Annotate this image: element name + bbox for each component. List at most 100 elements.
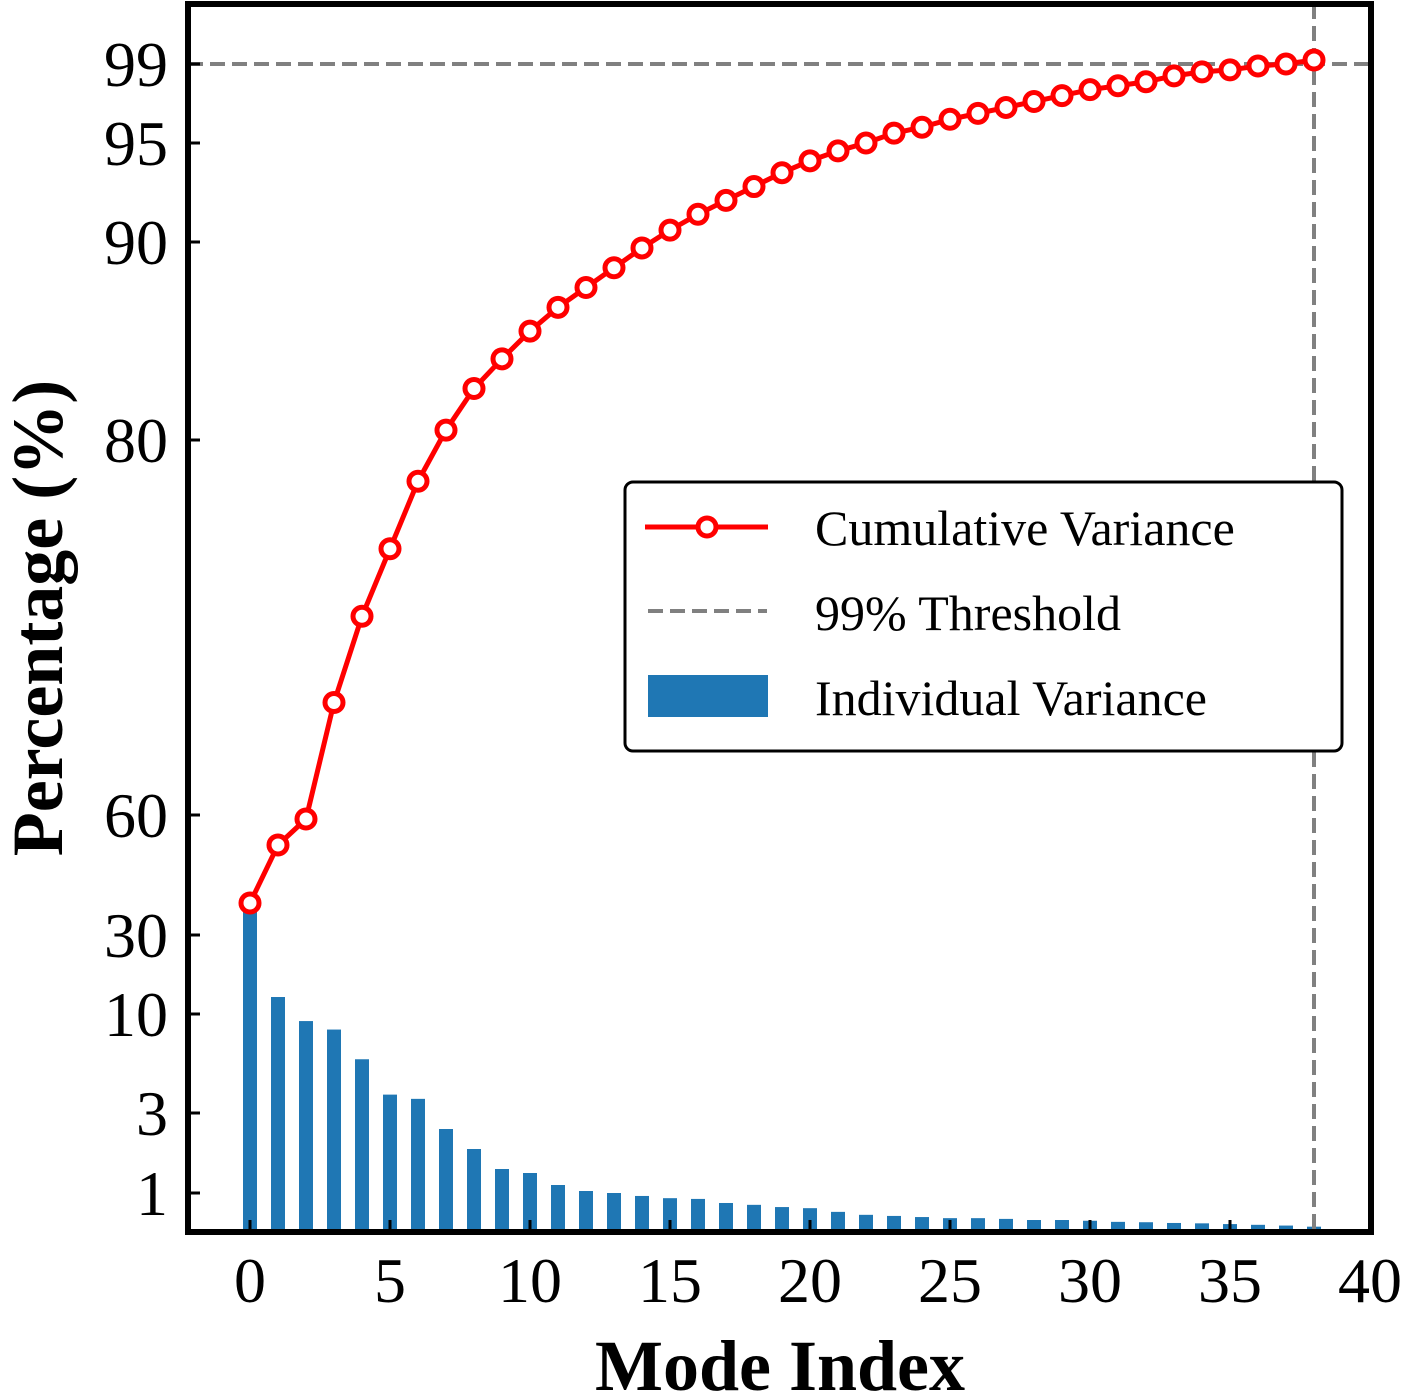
cumulative-point-22 (854, 131, 878, 155)
y-axis: 1 3 10 30 60 80 90 95 99 (104, 29, 200, 1229)
cumulative-point-1 (266, 833, 290, 857)
bar-mode-0 (243, 903, 257, 1230)
x-tick-label-30: 30 (1058, 1245, 1122, 1316)
bar-mode-4 (355, 1059, 369, 1230)
cumulative-point-5 (378, 537, 402, 561)
bar-mode-1 (271, 997, 285, 1230)
cumulative-point-8 (462, 377, 486, 401)
cumulative-point-37 (1274, 52, 1298, 76)
bar-mode-27 (999, 1218, 1013, 1230)
bar-mode-31 (1111, 1221, 1125, 1230)
cumulative-point-33 (1162, 64, 1186, 88)
cumulative-point-26 (966, 101, 990, 125)
y-tick-label-95: 95 (104, 108, 168, 179)
cumulative-point-25 (938, 107, 962, 131)
y-tick-label-10: 10 (104, 979, 168, 1050)
cumulative-point-10 (518, 319, 542, 343)
bar-mode-19 (775, 1207, 789, 1230)
cumulative-point-23 (882, 121, 906, 145)
y-tick-label-30: 30 (104, 900, 168, 971)
cumulative-point-31 (1106, 74, 1130, 98)
bar-mode-37 (1279, 1225, 1293, 1230)
cumulative-point-34 (1190, 60, 1214, 84)
bar-mode-26 (971, 1218, 985, 1230)
bar-mode-3 (327, 1029, 341, 1230)
bar-mode-32 (1139, 1222, 1153, 1230)
cumulative-point-12 (574, 276, 598, 300)
cumulative-line-layer (238, 48, 1326, 915)
bar-mode-21 (831, 1211, 845, 1230)
y-tick-label-80: 80 (104, 405, 168, 476)
legend-item-cumulative: Cumulative Variance (645, 500, 1235, 556)
cumulative-point-2 (294, 807, 318, 831)
bar-mode-5 (383, 1094, 397, 1230)
cumulative-point-3 (322, 691, 346, 714)
bar-mode-28 (1027, 1220, 1041, 1230)
bar-mode-7 (439, 1129, 453, 1230)
bar-mode-10 (523, 1173, 537, 1230)
cumulative-point-15 (658, 218, 682, 242)
legend-label: 99% Threshold (815, 585, 1121, 641)
x-tick-label-40: 40 (1338, 1245, 1402, 1316)
bar-mode-8 (467, 1149, 481, 1230)
bars-layer (243, 903, 1321, 1230)
cumulative-point-18 (742, 175, 766, 199)
cumulative-point-30 (1078, 78, 1102, 102)
legend-label: Cumulative Variance (815, 500, 1235, 556)
x-tick-label-0: 0 (234, 1245, 266, 1316)
plot-frame (185, 1, 1374, 1235)
cumulative-point-19 (770, 161, 794, 185)
bar-mode-13 (607, 1193, 621, 1230)
cumulative-point-4 (350, 604, 374, 628)
bar-mode-20 (803, 1208, 817, 1230)
cumulative-point-35 (1218, 58, 1242, 82)
y-tick-label-60: 60 (104, 780, 168, 851)
bar-mode-18 (747, 1204, 761, 1230)
x-axis-title: Mode Index (595, 1326, 965, 1396)
bar-mode-33 (1167, 1222, 1181, 1230)
bar-mode-14 (635, 1195, 649, 1230)
cumulative-point-32 (1134, 70, 1158, 94)
cumulative-point-6 (406, 469, 430, 493)
bar-mode-6 (411, 1098, 425, 1230)
x-axis: 0 5 10 15 20 25 30 35 40 (234, 1220, 1402, 1316)
bar-mode-15 (663, 1198, 677, 1230)
cumulative-point-29 (1050, 84, 1074, 108)
legend-item-individual: Individual Variance (648, 670, 1207, 726)
cumulative-point-24 (910, 115, 934, 139)
x-tick-label-15: 15 (638, 1245, 702, 1316)
threshold-layer (188, 4, 1371, 1232)
cumulative-point-27 (994, 95, 1018, 119)
x-tick-label-10: 10 (498, 1245, 562, 1316)
cumulative-point-0 (238, 891, 262, 915)
bar-mode-9 (495, 1169, 509, 1230)
bar-mode-11 (551, 1185, 565, 1230)
bar-mode-22 (859, 1214, 873, 1230)
bar-mode-12 (579, 1191, 593, 1230)
y-tick-label-3: 3 (136, 1078, 168, 1149)
cumulative-point-20 (798, 149, 822, 173)
x-tick-label-20: 20 (778, 1245, 842, 1316)
legend: Cumulative Variance 99% Threshold Indivi… (623, 480, 1344, 753)
legend-marker-icon (695, 515, 719, 539)
y-tick-label-1: 1 (136, 1158, 168, 1229)
cumulative-point-36 (1246, 54, 1270, 78)
x-tick-label-5: 5 (374, 1245, 406, 1316)
cumulative-point-13 (602, 256, 626, 280)
cumulative-point-17 (714, 188, 738, 212)
legend-bar-icon (648, 675, 768, 717)
cumulative-point-11 (546, 295, 570, 319)
x-tick-label-35: 35 (1198, 1245, 1262, 1316)
cumulative-point-21 (826, 139, 850, 163)
bar-mode-36 (1251, 1224, 1265, 1230)
y-tick-label-90: 90 (104, 207, 168, 278)
bar-mode-17 (719, 1202, 733, 1230)
bar-mode-2 (299, 1021, 313, 1230)
bar-mode-24 (915, 1217, 929, 1230)
cumulative-point-7 (434, 418, 458, 442)
x-tick-label-25: 25 (918, 1245, 982, 1316)
bar-mode-34 (1195, 1223, 1209, 1230)
legend-item-threshold: 99% Threshold (648, 585, 1121, 641)
bar-mode-23 (887, 1215, 901, 1230)
